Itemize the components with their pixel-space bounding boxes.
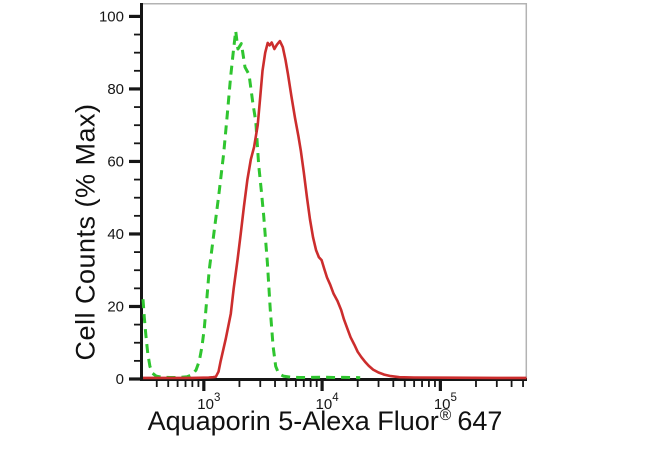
y-tick-label: 20 <box>107 299 124 316</box>
y-tick-label: 0 <box>116 371 124 388</box>
x-axis-label-text: Aquaporin 5-Alexa Fluor <box>147 406 439 436</box>
x-axis-label-suffix: 647 <box>457 406 503 436</box>
x-tick-label: 105 <box>434 392 457 413</box>
registered-trademark-icon: ® <box>439 407 452 424</box>
y-axis-label: Cell Counts (% Max) <box>70 103 101 361</box>
x-axis-label: Aquaporin 5-Alexa Fluor® 647 <box>0 406 650 437</box>
x-tick-label: 103 <box>197 392 220 413</box>
red-solid-histogram <box>143 39 527 380</box>
x-axis-ticks: 103 104 105 <box>155 381 524 413</box>
y-tick-label: 60 <box>107 154 124 171</box>
y-tick-label: 40 <box>107 226 124 243</box>
y-tick-label: 80 <box>107 81 124 98</box>
green-dashed-histogram <box>141 29 361 380</box>
y-tick-label: 100 <box>99 9 124 26</box>
x-tick-label: 104 <box>316 392 340 413</box>
y-axis-ticks: 0 20 40 60 80 100 <box>99 9 141 388</box>
